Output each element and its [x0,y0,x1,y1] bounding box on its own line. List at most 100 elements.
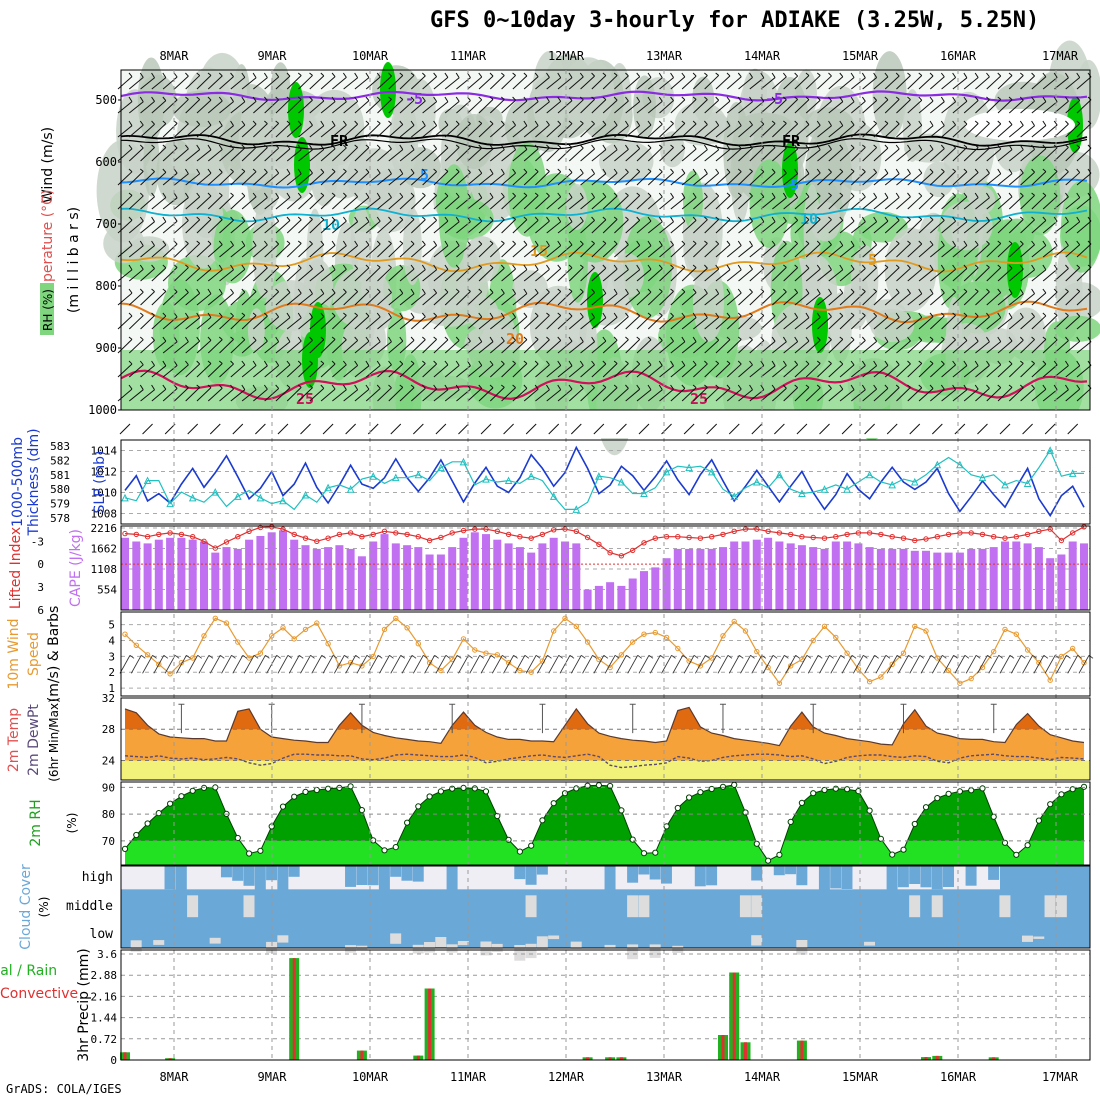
wind-barb [151,96,167,114]
wind-barb [772,264,787,282]
wind-barb [320,120,336,138]
wind-barb [952,240,968,258]
wind-barb [207,312,223,330]
wind-barb [828,384,844,402]
rh-point [810,790,817,797]
wind-barb [535,192,550,210]
wind-barb [975,216,990,234]
wind-barb [659,144,674,162]
wind-barb [196,312,212,330]
wind-barb [580,288,595,306]
wind-barb [399,384,415,402]
wind-barb [399,288,415,306]
wind-barb [174,168,189,186]
wind-barb [839,240,855,258]
cloud-low-gap [627,944,639,960]
wind-barb [219,192,234,210]
wind-barb [997,144,1013,162]
surface-barb [864,423,875,435]
wind-barb [512,120,528,138]
wind-barb [332,336,347,354]
wind-barb [918,120,934,138]
wind-barb-10m [458,654,473,674]
wind-barb [568,72,584,90]
cape-bar [391,543,400,610]
rh-point [990,813,997,820]
slp-tick: 1010 [91,487,118,500]
wind-barb [253,72,268,90]
wind-barb [918,192,934,210]
wind-barb [535,240,550,258]
wind-barb [907,144,923,162]
wind-barb [941,264,957,282]
wind-barb [275,240,291,258]
wind-barb [410,72,426,90]
wind-barb [501,192,516,210]
cape-bar [414,547,423,610]
wind-barb [873,192,889,210]
li-point [1013,534,1019,540]
wind-barb [174,312,189,330]
wind-barb [388,312,404,330]
wind-barb [478,144,494,162]
rh-point [471,785,478,792]
precip-conv-bar [416,1055,420,1060]
li-point [866,530,873,536]
rh-point [302,788,309,796]
li-point [799,534,805,540]
wind-barb [298,72,313,90]
wind-barb [749,168,765,186]
li-point [505,531,512,538]
wind-barb [659,336,674,354]
wind-barb [896,168,911,186]
wind-barb [715,168,731,186]
wind-barb [817,72,832,90]
wind-barb [580,336,595,354]
lower-panels [119,445,1094,1060]
wind-barb [738,360,753,378]
wind-barb [963,360,979,378]
wind-barb [851,144,866,162]
rh-point [1080,783,1088,790]
li-point [1002,535,1008,541]
wind-barb [749,144,765,162]
thickness-point [1001,480,1009,489]
wind-barb [726,216,742,234]
wind-barb [264,360,280,378]
wind-barb [489,288,505,306]
li-point [133,531,140,538]
wind-barb [546,96,562,114]
wind-barb [332,144,347,162]
wind-barb [174,72,189,90]
wind-barb [862,192,878,210]
precip-conv-bar [935,1055,939,1060]
wind-barb [1031,192,1047,210]
wind-barb [986,168,1002,186]
wind-barb [230,120,246,138]
wind-barb [805,120,821,138]
wind-barb [963,288,979,306]
wind-barb [354,72,370,90]
cloud-tick-high: high [82,870,113,885]
temp-area [125,707,1084,761]
wind-barb [241,120,257,138]
wind-barb [817,288,832,306]
wind-barb [467,120,483,138]
wind-barb [489,360,505,378]
wind-barb [839,288,855,306]
wind-point [844,650,850,656]
wind-barb [817,240,832,258]
rh-point [1058,791,1065,798]
wind-barb [896,288,911,306]
wind-barb [377,240,392,258]
wind-barb [365,72,381,90]
wind-barb-10m [627,654,642,674]
label-cloud-cover: Cloud Cover [18,864,34,950]
wind-barb [219,168,234,186]
wind-barb [1008,288,1024,306]
surface-barb [458,423,469,435]
wind-barb [275,216,291,234]
wind-barb [557,120,573,138]
wind-point [167,671,173,677]
wind-barb [873,336,889,354]
